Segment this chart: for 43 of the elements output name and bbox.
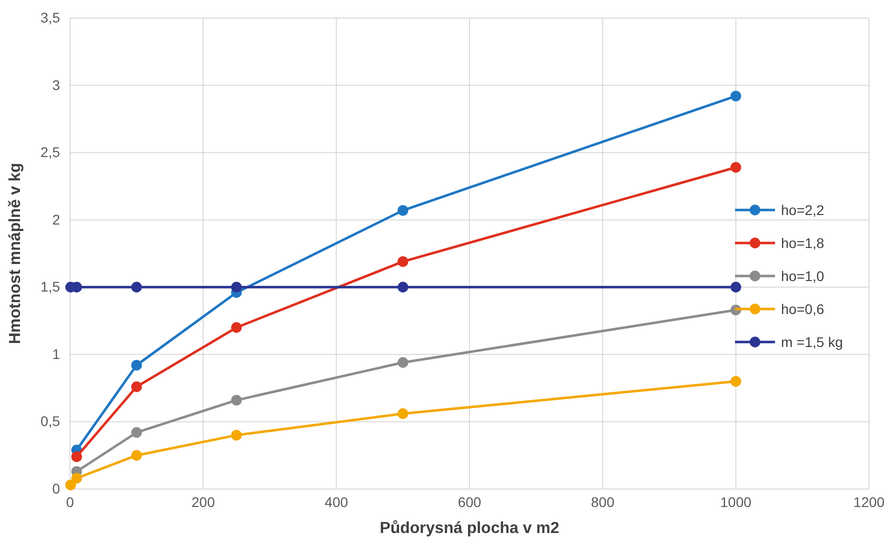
y-tick-label: 0,5 (40, 413, 60, 430)
x-tick-label: 800 (590, 494, 615, 510)
y-tick-label: 2,5 (40, 144, 60, 160)
point (730, 282, 742, 292)
point (131, 450, 142, 461)
y-tick-label: 3,5 (40, 9, 60, 26)
point (231, 282, 242, 292)
point (730, 90, 742, 102)
point (730, 162, 742, 173)
point (231, 394, 242, 406)
x-tick-label: 200 (191, 494, 216, 510)
x-tick-label: 400 (324, 494, 348, 510)
y-tick-label: 3 (52, 76, 60, 93)
y-tick-label: 1 (52, 346, 60, 362)
point (398, 357, 408, 368)
legend-label: ho=0,6 (781, 300, 824, 317)
point (131, 360, 142, 371)
legend-label: ho=1,0 (781, 268, 824, 284)
point (231, 430, 242, 441)
x-tick-label: 1000 (720, 494, 752, 510)
x-tick-label: 600 (458, 494, 482, 510)
point (231, 322, 242, 333)
y-axis-title: Hmotnost mnáplně v kg (7, 162, 24, 344)
legend-label: ho=1,8 (781, 234, 824, 251)
legend-label: m =1,5 kg (781, 334, 843, 350)
y-tick-label: 2 (52, 211, 60, 228)
y-tick-label: 0 (52, 480, 60, 496)
legend-label: ho=2,2 (781, 202, 824, 218)
x-tick-label: 0 (66, 494, 74, 510)
point (131, 381, 142, 392)
point (131, 427, 142, 438)
point (398, 256, 408, 267)
point (730, 376, 742, 387)
point (398, 408, 408, 419)
x-axis-title: Půdorysná plocha v m2 (380, 520, 560, 537)
y-tick-label: 1,5 (40, 278, 60, 295)
point (398, 205, 408, 216)
x-tick-label: 1200 (853, 494, 885, 510)
point (71, 472, 82, 484)
point (398, 282, 408, 292)
point (71, 451, 82, 462)
point (65, 480, 76, 490)
point (131, 282, 142, 292)
